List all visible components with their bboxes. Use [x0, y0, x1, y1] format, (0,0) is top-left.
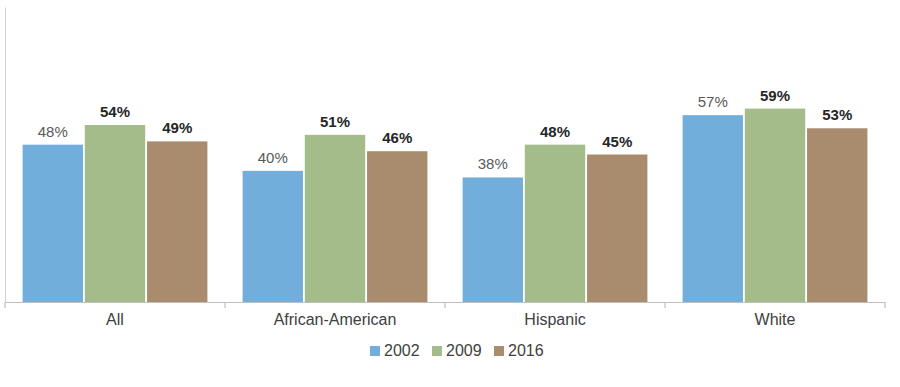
legend-label: 2002 — [384, 342, 420, 359]
data-label: 38% — [478, 155, 508, 172]
bar — [23, 145, 83, 302]
x-tick-label: Hispanic — [524, 311, 585, 328]
bar — [305, 135, 365, 302]
bar — [85, 125, 145, 302]
legend-swatch — [432, 346, 442, 356]
bar — [745, 109, 805, 302]
group-separator — [4, 302, 5, 308]
bar — [525, 145, 585, 302]
legend-swatch — [370, 346, 380, 356]
legend-swatch — [494, 346, 504, 356]
data-label: 48% — [540, 123, 570, 140]
x-tick: Hispanic — [524, 302, 585, 328]
data-label: 54% — [100, 103, 130, 120]
bars — [23, 109, 868, 302]
x-tick-label: White — [755, 311, 796, 328]
x-tick-label: All — [106, 311, 124, 328]
data-label: 45% — [602, 133, 632, 150]
bar — [587, 155, 647, 303]
group-separator — [444, 302, 445, 308]
data-label: 40% — [258, 149, 288, 166]
data-label: 51% — [320, 113, 350, 130]
x-tick: All — [106, 302, 124, 328]
data-label: 49% — [162, 119, 192, 136]
chart: 48%40%38%57%54%51%48%59%49%46%45%53%AllA… — [0, 0, 900, 387]
y-axis — [5, 8, 6, 303]
group-separators — [5, 302, 885, 308]
x-tick: African-American — [274, 302, 397, 328]
bar — [807, 128, 867, 302]
data-label: 48% — [38, 123, 68, 140]
data-label: 46% — [382, 129, 412, 146]
legend-label: 2016 — [508, 342, 544, 359]
x-tick-label: African-American — [274, 311, 397, 328]
data-labels: 48% 40% 38% 57% 54% 51% 48% 59% 49% 46% 45% 53% — [38, 87, 852, 173]
bar — [243, 171, 303, 302]
bar — [463, 177, 523, 302]
data-label: 53% — [822, 106, 852, 123]
legend: 2002 2009 2016 — [370, 342, 544, 359]
x-tick: White — [755, 302, 796, 328]
data-label: 57% — [698, 93, 728, 110]
legend-label: 2009 — [446, 342, 482, 359]
bar — [367, 151, 427, 302]
bar — [147, 141, 207, 302]
y-axis-line — [5, 8, 6, 303]
data-label: 59% — [760, 87, 790, 104]
x-axis: All African-American Hispanic White — [6, 302, 886, 328]
group-separator — [664, 302, 665, 308]
bar — [683, 115, 743, 302]
group-separator — [884, 302, 885, 308]
group-separator — [224, 302, 225, 308]
